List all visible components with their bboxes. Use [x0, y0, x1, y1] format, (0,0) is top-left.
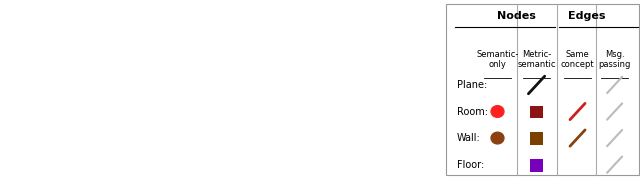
- Circle shape: [491, 132, 504, 144]
- Text: Wall:: Wall:: [456, 133, 480, 143]
- Text: Semantic-
only: Semantic- only: [476, 50, 518, 69]
- Circle shape: [491, 106, 504, 117]
- Bar: [530, 106, 543, 118]
- Bar: [530, 132, 543, 145]
- Text: Msg.
passing: Msg. passing: [598, 50, 631, 69]
- Text: Room:: Room:: [456, 107, 488, 116]
- Text: Edges: Edges: [568, 11, 605, 21]
- Text: Same
concept: Same concept: [561, 50, 595, 69]
- Bar: [530, 159, 543, 172]
- Text: Floor:: Floor:: [456, 160, 484, 170]
- FancyBboxPatch shape: [446, 4, 639, 175]
- Text: Metric-
semantic: Metric- semantic: [517, 50, 556, 69]
- Text: Plane:: Plane:: [456, 80, 487, 90]
- Text: Nodes: Nodes: [497, 11, 536, 21]
